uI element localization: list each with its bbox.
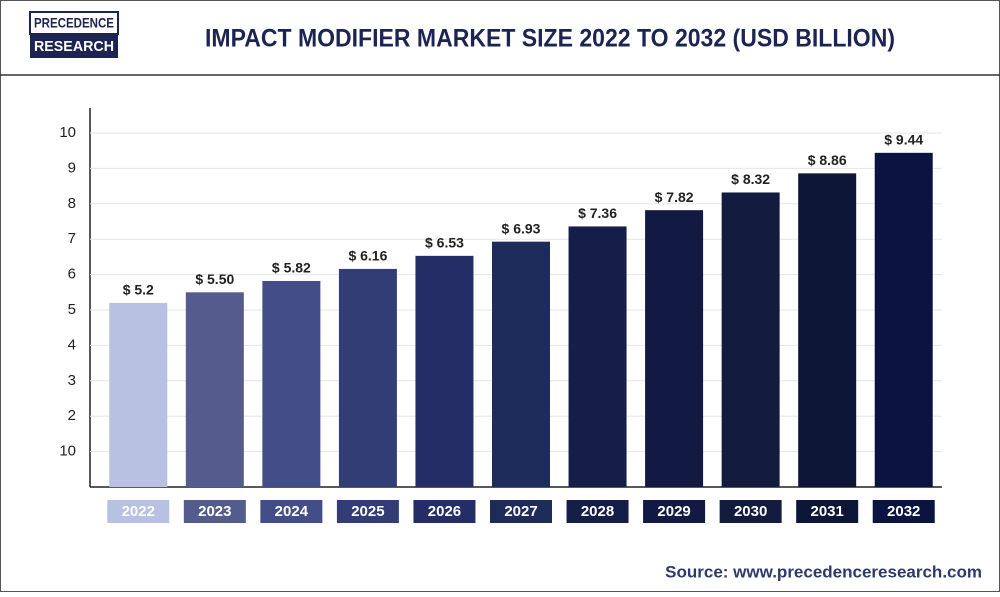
x-tick-label: 2023 bbox=[198, 503, 231, 520]
bar bbox=[262, 280, 321, 487]
source: Source: www.precedenceresearch.com bbox=[665, 562, 982, 581]
y-tick-label: 7 bbox=[68, 230, 76, 247]
bar bbox=[798, 173, 857, 487]
y-tick-label: 2 bbox=[68, 407, 76, 424]
value-label: $ 6.93 bbox=[502, 220, 541, 236]
y-tick-label: 10 bbox=[59, 443, 76, 460]
bar bbox=[338, 268, 397, 487]
bar bbox=[721, 192, 780, 488]
logo-bottom bbox=[30, 34, 118, 58]
value-label: $ 7.36 bbox=[578, 205, 617, 221]
y-tick-label: 8 bbox=[68, 195, 76, 212]
x-tick-label: 2032 bbox=[887, 503, 920, 520]
category-box bbox=[566, 500, 629, 523]
category-box bbox=[643, 500, 706, 523]
chart-title: IMPACT MODIFIER MARKET SIZE 2022 TO 2032… bbox=[205, 25, 895, 53]
y-tick-label: 6 bbox=[68, 266, 76, 283]
value-label: $ 9.44 bbox=[884, 132, 923, 148]
value-label: $ 7.82 bbox=[655, 189, 694, 205]
bar bbox=[415, 255, 474, 487]
value-label: $ 5.82 bbox=[272, 260, 311, 276]
x-tick-label: 2031 bbox=[810, 503, 843, 520]
value-label: $ 6.53 bbox=[425, 235, 464, 251]
category-box bbox=[183, 500, 246, 523]
x-tick-label: 2029 bbox=[657, 503, 690, 520]
value-label: $ 6.16 bbox=[348, 248, 387, 264]
x-tick-label: 2024 bbox=[275, 503, 309, 520]
category-box bbox=[260, 500, 323, 523]
category-box bbox=[490, 500, 552, 523]
x-tick-label: 2030 bbox=[734, 503, 767, 520]
x-tick-label: 2026 bbox=[428, 503, 461, 520]
bar bbox=[874, 152, 933, 487]
y-tick-label: 9 bbox=[68, 159, 76, 176]
y-tick-label: 4 bbox=[68, 336, 76, 353]
bar bbox=[645, 210, 704, 487]
logo-text: PRECEDENCE bbox=[34, 15, 114, 31]
category-box bbox=[107, 500, 170, 523]
bar bbox=[568, 226, 627, 487]
bar bbox=[109, 302, 168, 487]
category-box bbox=[413, 500, 476, 523]
value-label: $ 5.2 bbox=[123, 282, 154, 298]
y-tick-label: 5 bbox=[68, 301, 76, 318]
category-box bbox=[719, 500, 782, 523]
bar bbox=[185, 292, 244, 487]
x-tick-label: 2022 bbox=[122, 503, 155, 520]
x-tick-label: 2027 bbox=[504, 503, 537, 520]
value-label: $ 8.86 bbox=[808, 152, 847, 168]
logo-text: RESEARCH bbox=[34, 38, 114, 55]
x-tick-label: 2025 bbox=[351, 503, 384, 520]
category-box bbox=[796, 500, 859, 523]
bar bbox=[492, 241, 550, 487]
x-tick-label: 2028 bbox=[581, 503, 614, 520]
y-tick-label: 10 bbox=[59, 124, 76, 141]
category-box bbox=[336, 500, 399, 523]
value-label: $ 5.50 bbox=[195, 271, 234, 287]
y-tick-label: 3 bbox=[68, 372, 76, 389]
category-box bbox=[872, 500, 935, 523]
value-label: $ 8.32 bbox=[731, 171, 770, 187]
